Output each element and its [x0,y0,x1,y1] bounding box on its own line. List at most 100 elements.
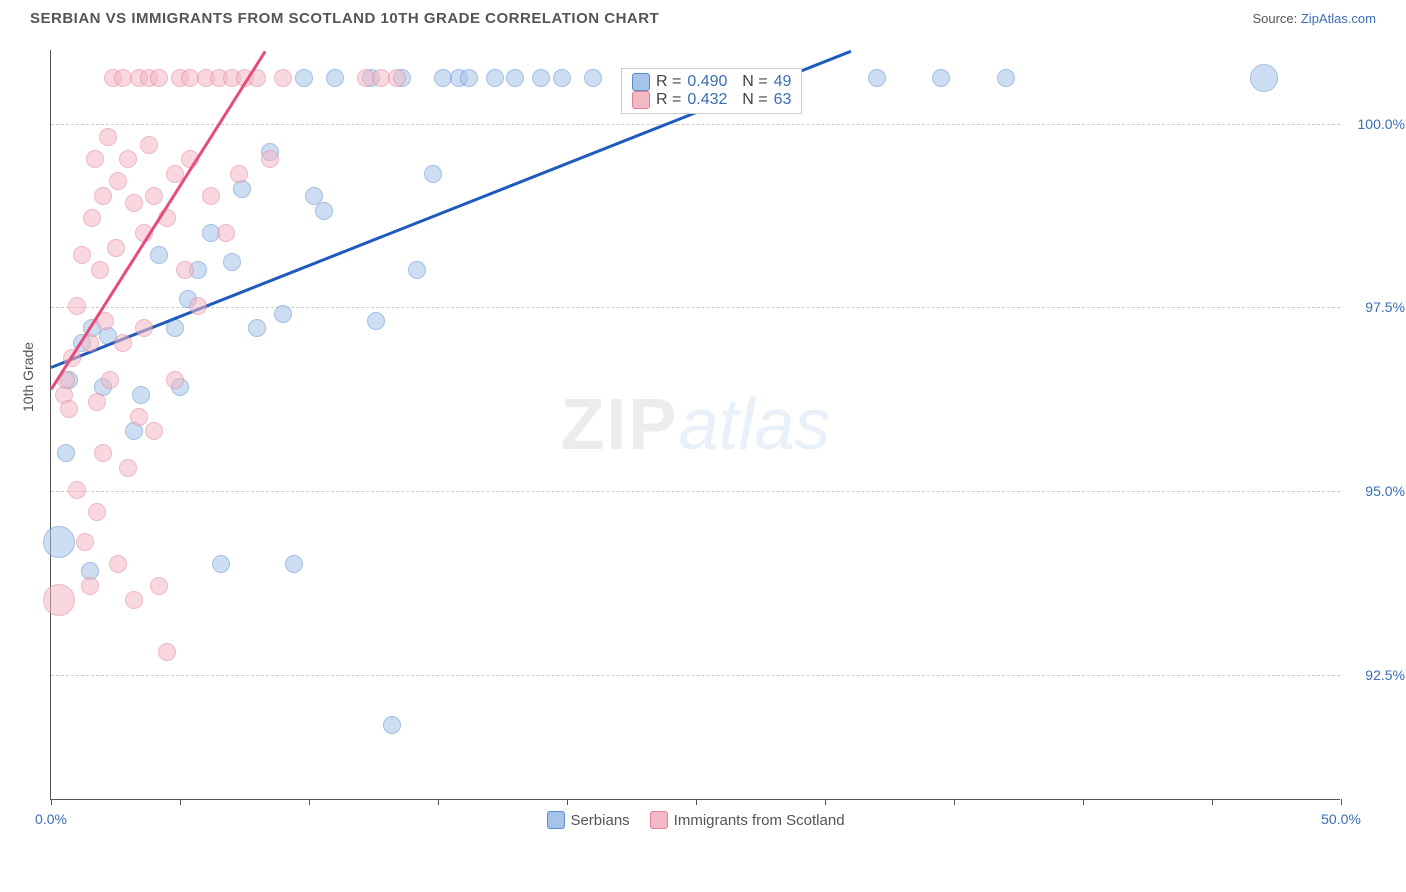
data-point[interactable] [868,69,886,87]
data-point[interactable] [57,444,75,462]
stats-row-serbians: R = 0.490 N = 49 [632,73,791,91]
data-point[interactable] [88,503,106,521]
source-attribution: Source: ZipAtlas.com [1252,11,1376,26]
data-point[interactable] [460,69,478,87]
xtick [1212,799,1213,805]
data-point[interactable] [119,150,137,168]
legend-item-scotland[interactable]: Immigrants from Scotland [650,811,845,829]
data-point[interactable] [158,643,176,661]
data-point[interactable] [94,187,112,205]
chart-legend: Serbians Immigrants from Scotland [546,811,844,829]
data-point[interactable] [166,371,184,389]
data-point[interactable] [73,246,91,264]
source-link[interactable]: ZipAtlas.com [1301,11,1376,26]
data-point[interactable] [101,371,119,389]
gridline [51,307,1340,308]
data-point[interactable] [68,297,86,315]
xtick [51,799,52,805]
data-point[interactable] [223,253,241,271]
gridline [51,124,1340,125]
correlation-stats-box: R = 0.490 N = 49 R = 0.432 N = 63 [621,68,802,114]
data-point[interactable] [176,261,194,279]
data-point[interactable] [189,297,207,315]
xtick [309,799,310,805]
ytick-label: 92.5% [1365,667,1405,683]
data-point[interactable] [114,334,132,352]
data-point[interactable] [424,165,442,183]
gridline [51,491,1340,492]
data-point[interactable] [86,150,104,168]
data-point[interactable] [125,194,143,212]
data-point[interactable] [248,319,266,337]
data-point[interactable] [932,69,950,87]
xtick [825,799,826,805]
data-point[interactable] [295,69,313,87]
data-point[interactable] [217,224,235,242]
xtick [954,799,955,805]
data-point[interactable] [388,69,406,87]
data-point[interactable] [150,69,168,87]
legend-item-serbians[interactable]: Serbians [546,811,629,829]
data-point[interactable] [408,261,426,279]
data-point[interactable] [145,187,163,205]
scatter-chart: 10th Grade ZIPatlas R = 0.490 N = 49 R =… [30,32,1400,852]
regression-line [50,51,266,391]
data-point[interactable] [60,400,78,418]
data-point[interactable] [383,716,401,734]
swatch-serbians-icon [546,811,564,829]
data-point[interactable] [68,481,86,499]
data-point[interactable] [94,444,112,462]
data-point[interactable] [119,459,137,477]
data-point[interactable] [326,69,344,87]
data-point[interactable] [81,577,99,595]
data-point[interactable] [88,393,106,411]
data-point[interactable] [315,202,333,220]
xtick [696,799,697,805]
data-point[interactable] [202,187,220,205]
data-point[interactable] [135,319,153,337]
swatch-scotland [632,91,650,109]
data-point[interactable] [109,172,127,190]
data-point[interactable] [150,246,168,264]
data-point[interactable] [367,312,385,330]
data-point[interactable] [140,136,158,154]
data-point[interactable] [91,261,109,279]
data-point[interactable] [145,422,163,440]
data-point[interactable] [130,408,148,426]
chart-title: SERBIAN VS IMMIGRANTS FROM SCOTLAND 10TH… [30,10,659,27]
stats-row-scotland: R = 0.432 N = 63 [632,91,791,109]
gridline [51,675,1340,676]
xtick [567,799,568,805]
data-point[interactable] [212,555,230,573]
data-point[interactable] [274,69,292,87]
data-point[interactable] [997,69,1015,87]
xtick-label: 0.0% [35,811,67,827]
data-point[interactable] [506,69,524,87]
data-point[interactable] [107,239,125,257]
data-point[interactable] [1250,64,1278,92]
data-point[interactable] [76,533,94,551]
data-point[interactable] [83,209,101,227]
ytick-label: 100.0% [1358,116,1405,132]
data-point[interactable] [553,69,571,87]
data-point[interactable] [132,386,150,404]
data-point[interactable] [109,555,127,573]
data-point[interactable] [261,150,279,168]
data-point[interactable] [230,165,248,183]
data-point[interactable] [43,526,75,558]
plot-area: ZIPatlas R = 0.490 N = 49 R = 0.432 N = … [50,50,1340,800]
data-point[interactable] [285,555,303,573]
data-point[interactable] [125,591,143,609]
chart-header: SERBIAN VS IMMIGRANTS FROM SCOTLAND 10TH… [0,0,1406,32]
data-point[interactable] [584,69,602,87]
data-point[interactable] [99,128,117,146]
xtick [180,799,181,805]
data-point[interactable] [486,69,504,87]
swatch-scotland-icon [650,811,668,829]
data-point[interactable] [150,577,168,595]
y-axis-label: 10th Grade [20,342,36,412]
data-point[interactable] [43,584,75,616]
watermark: ZIPatlas [560,384,830,466]
data-point[interactable] [532,69,550,87]
data-point[interactable] [274,305,292,323]
